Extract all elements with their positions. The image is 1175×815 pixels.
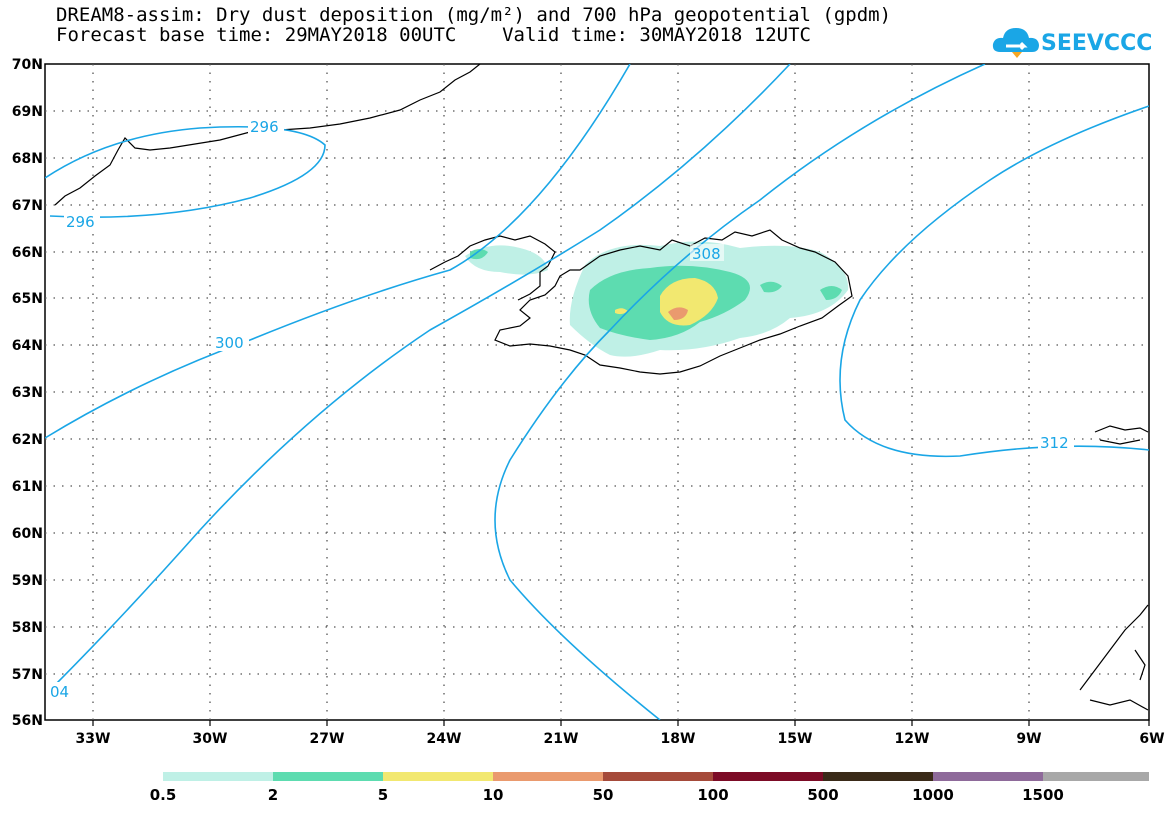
lon-label: 21W	[544, 731, 579, 747]
legend-label: 1000	[912, 786, 954, 804]
dust-2-area	[760, 281, 782, 293]
lat-label: 64N	[12, 338, 43, 354]
contour-296	[45, 126, 326, 218]
lon-label: 15W	[778, 731, 813, 747]
legend-colorbar	[163, 772, 1149, 781]
lon-label: 9W	[1016, 731, 1041, 747]
contour-312	[839, 105, 1149, 458]
legend-swatch	[273, 772, 383, 781]
coastlines	[54, 64, 1149, 711]
legend-swatch	[1043, 772, 1149, 781]
faroe-coast	[1094, 425, 1149, 445]
lat-label: 65N	[12, 291, 43, 307]
lat-label: 63N	[12, 385, 43, 401]
lat-label: 60N	[12, 526, 43, 542]
contour-labels: 296 296 300 308 312 04	[47, 117, 1074, 701]
contour-label-304: 04	[50, 683, 69, 701]
dust-5-area	[615, 308, 628, 315]
plot-frame	[44, 63, 1150, 721]
longitude-axis: 33W 30W 27W 24W 21W 18W 15W 12W 9W 6W	[76, 731, 1165, 747]
lat-label: 56N	[12, 713, 43, 729]
contour-label-312: 312	[1040, 434, 1069, 452]
contour-308	[494, 64, 986, 720]
legend-label: 1500	[1022, 786, 1064, 804]
legend-swatch	[383, 772, 493, 781]
axis-ticks	[92, 720, 1150, 726]
chart-subtitle: Forecast base time: 29MAY2018 00UTC Vali…	[56, 24, 811, 46]
greenland-coast	[54, 64, 481, 206]
contour-label-308: 308	[692, 245, 721, 263]
lat-label: 58N	[12, 620, 43, 636]
contour-300	[45, 64, 631, 439]
legend-label: 2	[268, 786, 278, 804]
legend-swatch	[823, 772, 933, 781]
lon-label: 27W	[310, 731, 345, 747]
legend-label: 10	[483, 786, 504, 804]
lon-label: 33W	[76, 731, 111, 747]
cloud-icon	[992, 28, 1039, 58]
legend-swatch	[933, 772, 1043, 781]
lon-label: 30W	[193, 731, 228, 747]
lat-label: 67N	[12, 198, 43, 214]
legend-swatch	[713, 772, 823, 781]
legend-swatch	[493, 772, 603, 781]
lat-label: 57N	[12, 667, 43, 683]
legend-label: 100	[697, 786, 728, 804]
legend-label: 5	[378, 786, 388, 804]
lon-label: 18W	[661, 731, 696, 747]
lat-label: 61N	[12, 479, 43, 495]
lat-label: 62N	[12, 432, 43, 448]
legend-swatch	[163, 772, 273, 781]
dust-10-area	[668, 307, 688, 320]
lon-label: 12W	[895, 731, 930, 747]
lat-label: 59N	[12, 573, 43, 589]
legend-label: 50	[593, 786, 614, 804]
legend-swatch	[603, 772, 713, 781]
scotland-coast	[1079, 604, 1149, 711]
dust-2-area	[470, 249, 488, 260]
contour-304	[49, 64, 791, 691]
westfjords-coast	[429, 235, 556, 301]
legend-label: 0.5	[150, 786, 177, 804]
legend-label: 500	[807, 786, 838, 804]
latitude-axis: 70N 69N 68N 67N 66N 65N 64N 63N 62N 61N …	[12, 57, 43, 729]
seevccc-logo: SEEVCCC	[992, 22, 1152, 62]
chart-title: DREAM8-assim: Dry dust deposition (mg/m²…	[56, 4, 892, 26]
logo-text: SEEVCCC	[1041, 31, 1153, 56]
dust-deposition-field	[465, 241, 849, 357]
lat-label: 68N	[12, 151, 43, 167]
dust-2-area	[820, 286, 842, 300]
contour-label-300: 300	[215, 334, 244, 352]
contour-label-296-bottom: 296	[66, 213, 95, 231]
lat-label: 69N	[12, 104, 43, 120]
lon-label: 24W	[427, 731, 462, 747]
lat-label: 70N	[12, 57, 43, 73]
lon-label: 6W	[1139, 731, 1164, 747]
contour-label-296-top: 296	[250, 118, 279, 136]
geopotential-contours	[45, 64, 1149, 720]
lat-label: 66N	[12, 245, 43, 261]
legend-labels: 0.5 2 5 10 50 100 500 1000 1500	[150, 786, 1064, 804]
iceland-coast	[494, 229, 853, 375]
